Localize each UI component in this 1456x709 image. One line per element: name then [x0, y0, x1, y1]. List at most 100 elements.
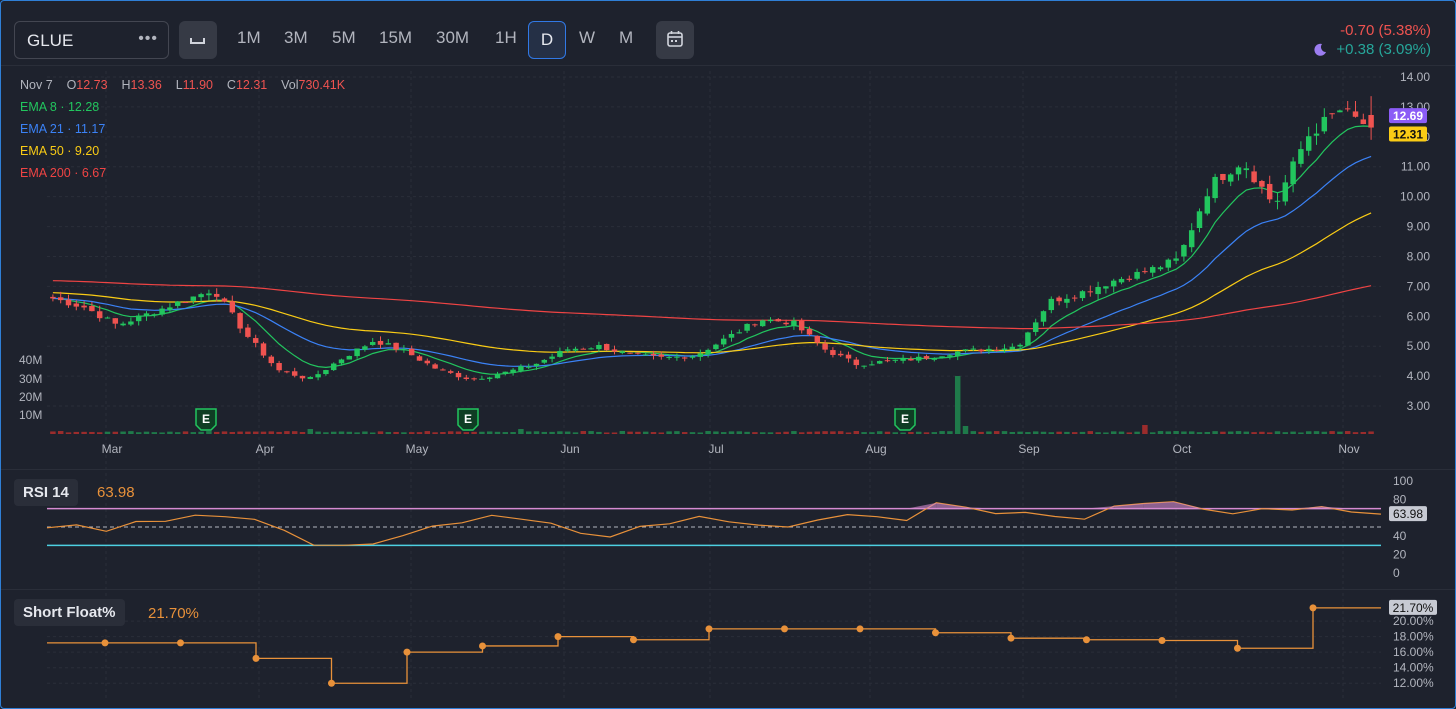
- volume-bar: [276, 431, 282, 434]
- candle-body: [1087, 291, 1094, 293]
- candle-body: [213, 293, 220, 297]
- volume-bar: [767, 432, 774, 434]
- ema8-line: [52, 125, 1372, 375]
- candle-body: [900, 358, 906, 361]
- volume-bar: [159, 432, 165, 434]
- short-float-value-tag: [1389, 599, 1437, 615]
- candle-body: [1329, 113, 1335, 115]
- rsi-label[interactable]: RSI 14: [14, 479, 78, 506]
- volume-bar: [416, 432, 423, 434]
- short-float-point: [1309, 604, 1317, 612]
- volume-bar: [463, 432, 470, 434]
- volume-bar: [369, 432, 376, 434]
- timeframe-15m[interactable]: 15M: [379, 28, 413, 47]
- rsi-overbought-fill: [1292, 506, 1322, 509]
- volume-bar: [252, 431, 259, 434]
- candle-body: [1220, 173, 1226, 181]
- volume-bar: [775, 432, 782, 434]
- volume-bar: [876, 431, 883, 434]
- more-options-icon[interactable]: •••: [138, 30, 158, 47]
- volume-bar: [580, 431, 587, 434]
- volume-bar: [814, 431, 821, 434]
- timeframe-3m[interactable]: 3M: [284, 28, 308, 47]
- volume-bar: [1165, 431, 1172, 434]
- candle-body: [89, 305, 95, 312]
- legend-open: 12.73: [76, 78, 108, 92]
- candle-body: [1173, 258, 1179, 261]
- volume-bar: [650, 432, 657, 434]
- volume-bar: [479, 431, 485, 434]
- ohlc-legend: Nov 7 O12.73 H13.36 L11.90 C12.31 Vol730…: [20, 78, 345, 92]
- volume-bar: [1126, 432, 1133, 434]
- price-tick-label: 14.00: [1400, 70, 1430, 84]
- candle-body: [1227, 174, 1234, 182]
- candle-body: [1001, 348, 1008, 351]
- timeframe-1m[interactable]: 1M: [237, 28, 261, 47]
- volume-bars: [50, 376, 1374, 434]
- volume-bar: [822, 431, 828, 434]
- timeframe-m[interactable]: M: [619, 28, 634, 47]
- candle-body: [962, 349, 969, 351]
- volume-bar: [291, 431, 298, 434]
- short-float-tick-label: 12.00%: [1393, 676, 1434, 690]
- legend-high: 13.36: [130, 78, 162, 92]
- symbol-search-input[interactable]: GLUE •••: [14, 21, 169, 59]
- volume-bar: [1134, 431, 1140, 434]
- short-float-point: [1234, 644, 1241, 652]
- ema200-legend[interactable]: EMA 200 · 6.67: [20, 166, 106, 180]
- candle-body: [1095, 286, 1101, 295]
- extended-price-tag: [1389, 108, 1427, 124]
- pane-divider: [1, 589, 1455, 590]
- timeframe-1h[interactable]: 1H: [495, 28, 517, 47]
- candle-body: [549, 356, 555, 359]
- volume-bar: [923, 432, 930, 434]
- volume-bar: [806, 431, 813, 434]
- volume-bar: [385, 432, 392, 434]
- price-tick-label: 4.00: [1407, 369, 1431, 383]
- volume-bar: [229, 431, 236, 434]
- candle-body: [798, 320, 805, 331]
- timeframe-w[interactable]: W: [579, 28, 596, 47]
- candle-body: [1337, 110, 1343, 113]
- ema21-legend[interactable]: EMA 21 · 11.17: [20, 122, 105, 136]
- short-float-tick-label: 16.00%: [1393, 645, 1434, 659]
- volume-bar: [962, 426, 969, 434]
- volume-tick-label: 10M: [19, 408, 42, 422]
- price-tick-label: 9.00: [1407, 220, 1431, 234]
- volume-bar: [377, 431, 384, 434]
- candle-body: [993, 350, 1000, 352]
- candle-body: [705, 349, 711, 354]
- volume-bar: [1157, 431, 1164, 434]
- candle-body: [869, 364, 875, 366]
- calendar-button[interactable]: [656, 21, 694, 59]
- symbol-text: GLUE: [27, 31, 74, 50]
- legend-high-label: H: [121, 78, 131, 92]
- timeframe-5m[interactable]: 5M: [332, 28, 356, 47]
- rsi-value: 63.98: [97, 484, 135, 501]
- short-float-label[interactable]: Short Float%: [14, 599, 125, 626]
- chart-type-button[interactable]: [179, 21, 217, 59]
- volume-bar: [104, 431, 111, 434]
- volume-tick-label: 20M: [19, 390, 42, 404]
- candle-body: [627, 352, 633, 354]
- volume-bar: [213, 431, 220, 434]
- candle-body: [908, 358, 914, 361]
- volume-bar: [1360, 431, 1367, 434]
- candle-body: [1071, 297, 1078, 299]
- candle-body: [96, 311, 103, 319]
- candle-body: [471, 378, 477, 380]
- volume-bar: [1064, 431, 1070, 434]
- candle-body: [455, 372, 462, 378]
- volume-bar: [1110, 431, 1117, 434]
- candle-body: [1134, 271, 1140, 279]
- timeframe-d[interactable]: D: [528, 21, 566, 59]
- volume-bar: [401, 432, 407, 434]
- ema50-legend[interactable]: EMA 50 · 9.20: [20, 144, 99, 158]
- candle-body: [689, 356, 696, 358]
- timeframe-30m[interactable]: 30M: [436, 28, 470, 47]
- candle-body: [1196, 211, 1203, 229]
- volume-bar: [557, 431, 563, 434]
- ema8-legend[interactable]: EMA 8 · 12.28: [20, 100, 99, 114]
- legend-dot: ·: [67, 144, 72, 158]
